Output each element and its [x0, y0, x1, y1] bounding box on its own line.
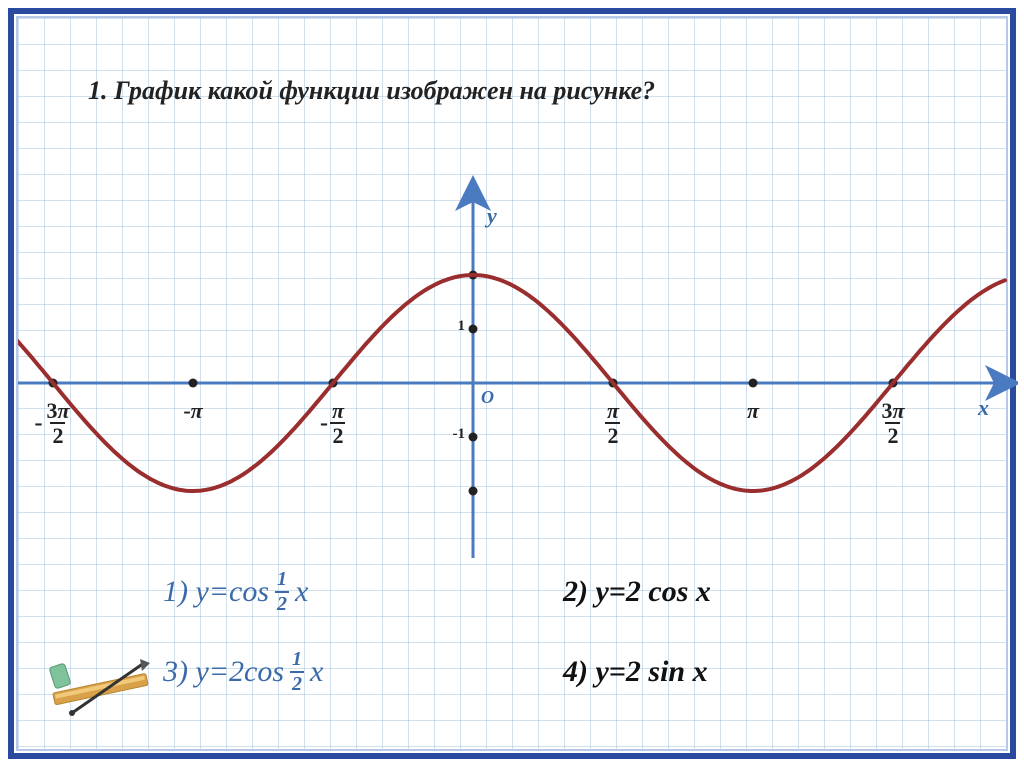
y-tick-label: -1: [435, 427, 465, 443]
option-4[interactable]: 4) y=2 sin x: [563, 648, 923, 696]
x-tick-label: -π2: [303, 399, 363, 447]
option-4-text: 4) y=2 sin x: [563, 655, 708, 689]
x-tick-label: -π: [163, 399, 223, 423]
x-axis-label: x: [978, 395, 989, 421]
option-1-frac: 1 2: [275, 568, 289, 616]
frac-num: 1: [275, 568, 289, 591]
option-3-prefix: 3) y=2cos: [163, 655, 284, 689]
y-tick-label: 1: [435, 319, 465, 335]
option-1[interactable]: 1) y=cos 1 2 x: [163, 568, 523, 616]
answer-options: 1) y=cos 1 2 x 2) y=2 cos x 3) y=2cos 1 …: [163, 568, 923, 696]
option-3-frac: 1 2: [290, 648, 304, 696]
origin-label: O: [481, 387, 494, 408]
x-tick-label: -3π2: [23, 399, 83, 447]
option-2[interactable]: 2) y=2 cos x: [563, 568, 923, 616]
option-2-text: 2) y=2 cos x: [563, 575, 711, 609]
frac-den: 2: [275, 591, 289, 616]
x-tick-label: 3π2: [863, 399, 923, 447]
x-tick-label: π2: [583, 399, 643, 447]
option-1-prefix: 1) y=cos: [163, 575, 269, 609]
option-1-suffix: x: [295, 575, 308, 609]
slide-frame: 1. График какой функции изображен на рис…: [8, 8, 1016, 759]
slide-inner: 1. График какой функции изображен на рис…: [16, 16, 1008, 751]
option-3[interactable]: 3) y=2cos 1 2 x: [163, 648, 523, 696]
y-axis-label: y: [487, 203, 497, 229]
frac-den: 2: [290, 671, 304, 696]
frac-num: 1: [290, 648, 304, 671]
drawing-tools-icon: [44, 643, 164, 723]
x-tick-label: π: [723, 399, 783, 423]
option-3-suffix: x: [310, 655, 323, 689]
